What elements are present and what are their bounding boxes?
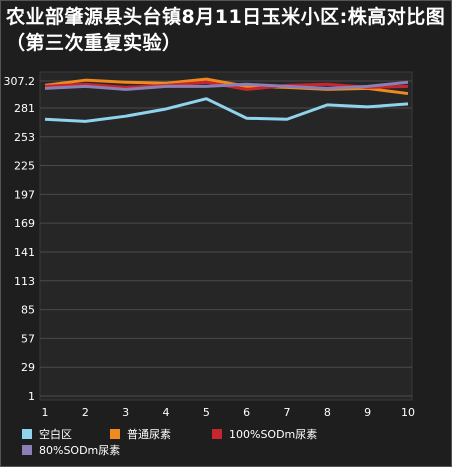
legend-swatch <box>212 429 222 439</box>
series-line <box>44 77 409 96</box>
legend-label: 空白区 <box>39 427 72 441</box>
series-line <box>44 80 409 91</box>
x-tick-label: 6 <box>243 406 250 419</box>
plot-area <box>39 71 413 401</box>
legend-swatch <box>110 429 120 439</box>
legend-label: 80%SODm尿素 <box>39 444 120 457</box>
series-lines <box>44 77 409 123</box>
y-tick-label: 113 <box>14 275 35 288</box>
legend-label: 普通尿素 <box>127 427 171 441</box>
legend-swatch <box>22 429 32 439</box>
chart-title: 农业部肇源县头台镇8月11日玉米小区:株高对比图（第三次重复实验） <box>6 6 446 54</box>
x-axis-ticks: 1 2 3 4 5 6 7 8 9 10 <box>42 406 416 419</box>
y-tick-label: 1 <box>28 390 35 403</box>
y-tick-label: 85 <box>21 304 35 317</box>
y-tick-label: 253 <box>14 131 35 144</box>
x-tick-label: 7 <box>284 406 291 419</box>
x-tick-label: 9 <box>364 406 371 419</box>
y-tick-label: 225 <box>14 160 35 173</box>
y-tick-label: 281 <box>14 102 35 115</box>
x-tick-label: 10 <box>401 406 415 419</box>
y-axis-ticks: 307.2 281 253 225 197 169 141 113 85 57 29 1 <box>4 75 36 403</box>
y-tick-label: 29 <box>21 361 35 374</box>
x-tick-label: 3 <box>122 406 129 419</box>
x-tick-label: 2 <box>82 406 89 419</box>
y-tick-label: 169 <box>14 217 35 230</box>
y-tick-label: 197 <box>14 188 35 201</box>
x-tick-label: 4 <box>163 406 170 419</box>
x-tick-label: 8 <box>324 406 331 419</box>
x-tick-label: 5 <box>203 406 210 419</box>
x-tick-label: 1 <box>42 406 49 419</box>
series-line <box>44 97 409 123</box>
legend-swatch <box>22 445 32 455</box>
y-tick-label: 307.2 <box>4 75 36 88</box>
legend: 空白区 普通尿素 100%SODm尿素 80%SODm尿素 <box>22 427 317 457</box>
y-tick-label: 141 <box>14 246 35 259</box>
legend-label: 100%SODm尿素 <box>229 428 317 441</box>
y-tick-label: 57 <box>21 332 35 345</box>
